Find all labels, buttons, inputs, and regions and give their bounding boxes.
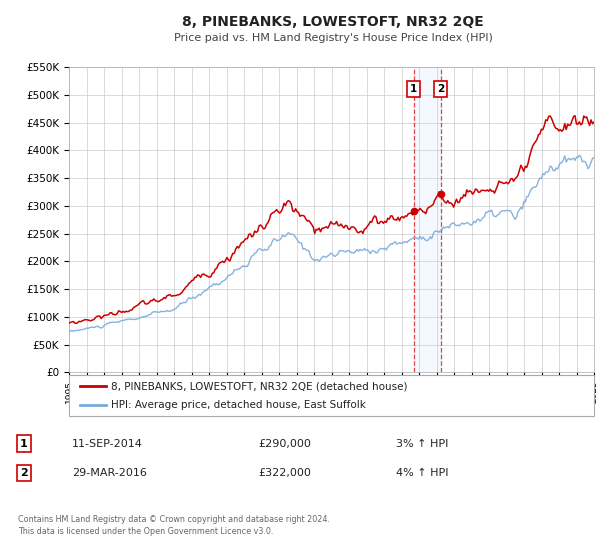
Text: 2: 2: [20, 468, 28, 478]
Text: HPI: Average price, detached house, East Suffolk: HPI: Average price, detached house, East…: [111, 400, 366, 410]
Text: Price paid vs. HM Land Registry's House Price Index (HPI): Price paid vs. HM Land Registry's House …: [173, 32, 493, 43]
Text: £322,000: £322,000: [258, 468, 311, 478]
Text: This data is licensed under the Open Government Licence v3.0.: This data is licensed under the Open Gov…: [18, 528, 274, 536]
Text: 4% ↑ HPI: 4% ↑ HPI: [396, 468, 449, 478]
FancyBboxPatch shape: [69, 375, 594, 416]
Text: £290,000: £290,000: [258, 438, 311, 449]
Text: 8, PINEBANKS, LOWESTOFT, NR32 2QE: 8, PINEBANKS, LOWESTOFT, NR32 2QE: [182, 15, 484, 29]
Text: 8, PINEBANKS, LOWESTOFT, NR32 2QE (detached house): 8, PINEBANKS, LOWESTOFT, NR32 2QE (detac…: [111, 381, 407, 391]
Text: 29-MAR-2016: 29-MAR-2016: [72, 468, 147, 478]
Text: 2: 2: [437, 85, 445, 95]
Text: Contains HM Land Registry data © Crown copyright and database right 2024.: Contains HM Land Registry data © Crown c…: [18, 515, 330, 524]
Text: 3% ↑ HPI: 3% ↑ HPI: [396, 438, 448, 449]
Bar: [414, 67, 441, 372]
Text: 11-SEP-2014: 11-SEP-2014: [72, 438, 143, 449]
Text: 1: 1: [20, 438, 28, 449]
Text: 1: 1: [410, 85, 418, 95]
